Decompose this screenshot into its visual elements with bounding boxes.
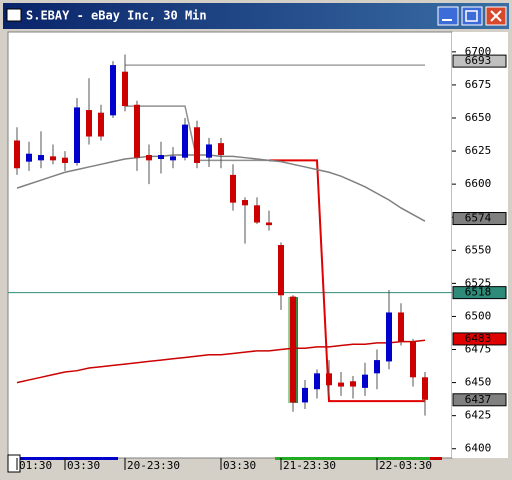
y-tick-label: 6500 [465, 309, 492, 322]
candle-body [14, 140, 20, 169]
x-tick-label: 21-23:30 [283, 459, 336, 472]
x-tick-label: 22-03:30 [379, 459, 432, 472]
y-tick-label: 6700 [465, 45, 492, 58]
x-tick-label: 03:30 [67, 459, 100, 472]
candle-body [110, 65, 116, 116]
plot-area [7, 31, 453, 459]
x-tick-label: 20-23:30 [127, 459, 180, 472]
candle-body [362, 374, 368, 388]
candle-body [74, 107, 80, 163]
candle-body [326, 373, 332, 386]
price-label: 6483 [465, 332, 492, 345]
candle-body [386, 312, 392, 362]
y-tick-label: 6550 [465, 243, 492, 256]
candle-body [26, 153, 32, 162]
candle-body [134, 104, 140, 158]
price-label-box [452, 393, 507, 407]
x-tick-label: 01:30 [19, 459, 52, 472]
price-label: 6437 [465, 393, 492, 406]
price-label-box [452, 54, 507, 68]
candle-body [314, 373, 320, 390]
candle-body [170, 156, 176, 161]
price-label-box [452, 212, 507, 226]
maximize-button[interactable] [461, 6, 483, 26]
candle-body [254, 205, 260, 223]
x-tick-label: 03:30 [223, 459, 256, 472]
y-tick-label: 6400 [465, 442, 492, 455]
candle-body [158, 155, 164, 160]
candle-body [206, 144, 212, 158]
y-tick-label: 6475 [465, 343, 492, 356]
candle-body [146, 155, 152, 161]
indicator-line [269, 159, 425, 403]
window-title: S.EBAY - eBay Inc, 30 Min [26, 9, 207, 23]
candle-body [62, 157, 68, 163]
candle-body [86, 110, 92, 137]
candle-body [422, 377, 428, 400]
y-tick-label: 6525 [465, 276, 492, 289]
candle-body [302, 387, 308, 403]
candle-body [38, 155, 44, 161]
candle-body [398, 312, 404, 342]
candle-body [194, 127, 200, 163]
candle-body [122, 71, 128, 107]
candle-body [242, 200, 248, 206]
app-icon [6, 8, 22, 22]
candle-body [338, 382, 344, 387]
candle-body [410, 341, 416, 378]
session-bar [430, 457, 442, 460]
price-label: 6693 [465, 54, 492, 67]
y-tick-label: 6600 [465, 177, 492, 190]
price-axis [452, 32, 508, 458]
price-label: 6518 [465, 286, 492, 299]
y-tick-label: 6650 [465, 111, 492, 124]
y-tick-label: 6625 [465, 144, 492, 157]
maximize-glyph [465, 10, 478, 22]
candle-body [374, 360, 380, 374]
close-glyph [490, 10, 502, 22]
candle-body [98, 112, 104, 137]
session-bar [275, 457, 430, 460]
price-label: 6574 [465, 212, 492, 225]
candle-body [218, 143, 224, 156]
session-bar [18, 457, 118, 460]
price-label-box [452, 286, 507, 300]
indicator-line [16, 339, 426, 384]
candle-body [230, 174, 236, 203]
minimize-button[interactable] [437, 6, 459, 26]
candle-body [182, 124, 188, 158]
candle-body [350, 381, 356, 387]
candle-body [266, 222, 272, 226]
y-tick-label: 6675 [465, 78, 492, 91]
price-label-box [452, 332, 507, 346]
candle-body [50, 156, 56, 161]
candle-body [290, 296, 296, 403]
y-tick-label: 6450 [465, 376, 492, 389]
title-bar [3, 3, 509, 29]
candle-body [278, 245, 284, 296]
y-tick-label: 6425 [465, 409, 492, 422]
